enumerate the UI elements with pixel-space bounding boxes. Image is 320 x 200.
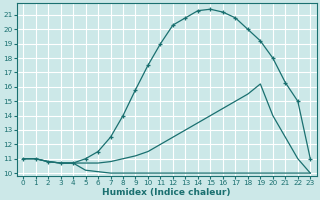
X-axis label: Humidex (Indice chaleur): Humidex (Indice chaleur) (102, 188, 231, 197)
